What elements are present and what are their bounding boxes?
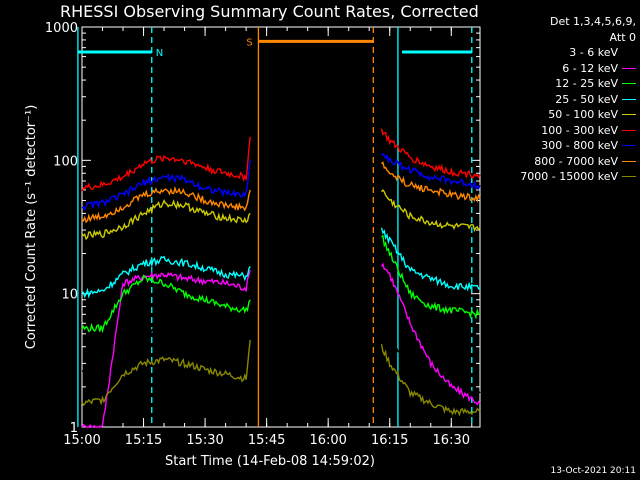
y-tick-label: 100 [53,154,78,169]
legend-swatch [622,83,636,85]
series-line [381,161,481,204]
series-line [380,262,481,406]
legend-swatch [622,67,636,69]
legend-entry-label: 25 - 50 keV [555,92,618,106]
x-tick-label: 16:15 [371,433,408,448]
x-tick-label: 15:15 [125,433,162,448]
series-line [81,160,251,211]
legend-entry-label: 6 - 12 keV [562,61,618,75]
x-tick-label: 15:00 [63,433,100,448]
y-tick-label: 1 [70,421,78,436]
legend-entry: 100 - 300 keV [520,123,636,139]
legend-swatch [622,129,636,131]
legend-entry: 12 - 25 keV [520,76,636,92]
legend-entry: 6 - 12 keV [520,61,636,77]
series-line [380,152,481,191]
x-tick-label: 16:30 [433,433,470,448]
series-line [81,323,251,379]
legend-swatch [622,98,636,100]
annotation-label-s: S [246,37,252,48]
series-line [81,136,251,192]
legend-entry-label: 7000 - 15000 keV [520,170,618,183]
legend-entry: 800 - 7000 keV [520,154,636,170]
legend-entry-label: 3 - 6 keV [569,46,618,59]
legend-swatch [622,114,636,116]
legend-entry-label: 12 - 25 keV [555,77,618,90]
y-tick-label: 10 [61,288,78,303]
legend-entry-label: 800 - 7000 keV [534,154,618,168]
generated-timestamp: 13-Oct-2021 20:11 [550,466,636,476]
series-line [380,227,481,292]
legend-entry-label: 100 - 300 keV [541,123,618,137]
legend-entry: 50 - 100 keV [520,107,636,123]
legend-entry-label: 50 - 100 keV [548,108,618,121]
legend-swatch [622,160,636,162]
legend-header-attenuator: Att 0 [609,30,636,44]
series-line [380,317,481,398]
legend-swatch [622,176,636,178]
x-tick-label: 16:00 [309,433,346,448]
series-line [380,128,481,179]
legend-entry: 7000 - 15000 keV [520,169,636,185]
series-line [380,343,481,417]
x-tick-label: 15:45 [248,433,285,448]
legend-entry: 3 - 6 keV [520,45,636,61]
plot-frame [81,26,481,428]
legend-swatch [622,52,636,54]
legend-entry-label: 300 - 800 keV [541,139,618,152]
series-line [380,189,481,233]
legend-entry: 300 - 800 keV [520,138,636,154]
series-line [81,270,251,428]
x-axis-label: Start Time (14-Feb-08 14:59:02) [165,454,375,469]
series-line [81,198,251,241]
series-line [381,234,481,320]
y-axis-label: Corrected Count Rate (s⁻¹ detector⁻¹) [24,105,39,350]
chart-title: RHESSI Observing Summary Count Rates, Co… [60,2,479,21]
legend: Det 1,3,4,5,6,9, Att 0 3 - 6 keV 6 - 12 k… [520,14,636,185]
legend-entry: 25 - 50 keV [520,92,636,108]
series-line [81,255,251,299]
x-tick-label: 15:30 [186,433,223,448]
series-line [81,339,251,407]
y-tick-label: 1000 [45,21,78,36]
series-line [81,274,251,334]
series-line [81,185,251,224]
legend-swatch [622,145,636,147]
annotation-label-n: N [156,48,163,59]
legend-header-detectors: Det 1,3,4,5,6,9, [549,15,636,28]
